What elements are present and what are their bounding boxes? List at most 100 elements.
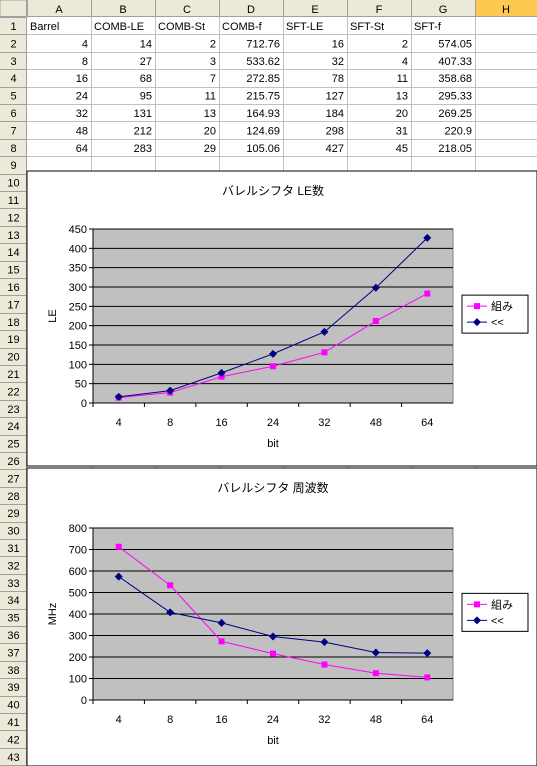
data-point[interactable] (372, 670, 379, 677)
row-header-3[interactable]: 3 (10, 56, 16, 68)
data-point[interactable] (270, 363, 276, 370)
row-header-7[interactable]: 7 (10, 125, 16, 137)
table-cell[interactable]: 16 (332, 38, 344, 50)
row-header-35[interactable]: 35 (7, 613, 19, 625)
column-header-cell[interactable]: COMB-LE (94, 21, 144, 33)
row-header-16[interactable]: 16 (7, 282, 19, 294)
column-header-cell[interactable]: COMB-f (222, 21, 263, 33)
table-cell[interactable]: 24 (76, 91, 88, 103)
row-header-1[interactable]: 1 (10, 21, 16, 33)
data-point[interactable] (320, 327, 329, 336)
table-cell[interactable]: 124.69 (246, 125, 280, 137)
table-cell[interactable]: 298 (326, 125, 344, 137)
table-cell[interactable]: 27 (140, 56, 152, 68)
row-header-13[interactable]: 13 (7, 230, 19, 242)
table-cell[interactable]: 215.75 (246, 91, 280, 103)
column-header-g[interactable]: G (439, 4, 448, 16)
column-header-a[interactable]: A (55, 4, 63, 16)
row-header-11[interactable]: 11 (8, 195, 19, 207)
table-cell[interactable]: 220.9 (444, 125, 472, 137)
table-cell[interactable]: 2 (210, 38, 216, 50)
table-cell[interactable]: 16 (76, 73, 88, 85)
data-point[interactable] (115, 543, 122, 550)
table-cell[interactable]: 14 (140, 38, 152, 50)
row-header-2[interactable]: 2 (10, 38, 16, 50)
row-header-12[interactable]: 12 (7, 212, 19, 224)
row-header-4[interactable]: 4 (10, 73, 16, 85)
row-header-41[interactable]: 41 (7, 717, 19, 729)
row-header-19[interactable]: 19 (7, 334, 19, 346)
table-cell[interactable]: 13 (396, 91, 408, 103)
table-cell[interactable]: 295.33 (438, 91, 472, 103)
table-cell[interactable]: 164.93 (246, 108, 280, 120)
table-cell[interactable]: 8 (82, 56, 88, 68)
table-cell[interactable]: 184 (326, 108, 344, 120)
row-header-39[interactable]: 39 (7, 682, 19, 694)
row-header-21[interactable]: 21 (7, 369, 19, 381)
row-header-37[interactable]: 37 (7, 647, 19, 659)
row-header-30[interactable]: 30 (7, 526, 19, 538)
table-cell[interactable]: 4 (82, 38, 88, 50)
column-header-cell[interactable]: SFT-f (414, 21, 442, 33)
table-cell[interactable]: 31 (396, 125, 408, 137)
row-header-27[interactable]: 27 (7, 473, 19, 485)
table-cell[interactable]: 407.33 (438, 56, 472, 68)
row-header-36[interactable]: 36 (7, 630, 19, 642)
data-point[interactable] (114, 572, 123, 581)
data-point[interactable] (372, 318, 379, 325)
data-point[interactable] (166, 386, 175, 395)
select-all-corner[interactable] (0, 0, 28, 18)
column-header-cell[interactable]: SFT-St (350, 21, 384, 33)
data-point[interactable] (321, 349, 328, 356)
row-header-22[interactable]: 22 (7, 386, 19, 398)
table-cell[interactable]: 68 (140, 73, 152, 85)
row-header-6[interactable]: 6 (10, 108, 16, 120)
data-point[interactable] (166, 608, 175, 617)
legend[interactable] (461, 294, 529, 334)
row-header-25[interactable]: 25 (7, 439, 19, 451)
plot-area[interactable] (92, 228, 454, 404)
column-header-h[interactable]: H (502, 4, 510, 16)
row-header-26[interactable]: 26 (7, 456, 19, 468)
column-header-f[interactable]: F (376, 4, 383, 16)
table-cell[interactable]: 95 (140, 91, 152, 103)
table-cell[interactable]: 20 (204, 125, 216, 137)
row-header-8[interactable]: 8 (10, 143, 16, 155)
table-cell[interactable]: 131 (134, 108, 152, 120)
data-point[interactable] (424, 290, 431, 297)
table-cell[interactable]: 64 (76, 143, 88, 155)
table-cell[interactable]: 105.06 (246, 143, 280, 155)
data-point[interactable] (217, 618, 226, 627)
row-header-23[interactable]: 23 (7, 404, 19, 416)
data-point[interactable] (218, 638, 225, 645)
table-cell[interactable]: 3 (210, 56, 216, 68)
table-cell[interactable]: 48 (76, 125, 88, 137)
row-header-15[interactable]: 15 (7, 265, 19, 277)
table-cell[interactable]: 218.05 (438, 143, 472, 155)
row-header-32[interactable]: 32 (7, 560, 19, 572)
row-header-24[interactable]: 24 (7, 421, 19, 433)
data-point[interactable] (423, 233, 432, 242)
row-header-20[interactable]: 20 (7, 352, 19, 364)
row-header-42[interactable]: 42 (7, 734, 19, 746)
table-cell[interactable]: 11 (397, 73, 408, 85)
row-header-18[interactable]: 18 (7, 317, 19, 329)
data-point[interactable] (320, 638, 329, 647)
table-cell[interactable]: 269.25 (438, 108, 472, 120)
table-cell[interactable]: 45 (396, 143, 408, 155)
table-cell[interactable]: 4 (402, 56, 408, 68)
column-header-b[interactable]: B (119, 4, 126, 16)
row-header-29[interactable]: 29 (7, 508, 19, 520)
column-header-c[interactable]: C (183, 4, 191, 16)
table-cell[interactable]: 11 (205, 91, 216, 103)
table-cell[interactable]: 127 (326, 91, 344, 103)
data-point[interactable] (424, 674, 431, 681)
row-header-28[interactable]: 28 (7, 491, 19, 503)
row-header-5[interactable]: 5 (10, 91, 16, 103)
data-point[interactable] (321, 661, 328, 668)
table-cell[interactable]: 212 (134, 125, 152, 137)
data-point[interactable] (217, 368, 226, 377)
table-cell[interactable]: 574.05 (438, 38, 472, 50)
